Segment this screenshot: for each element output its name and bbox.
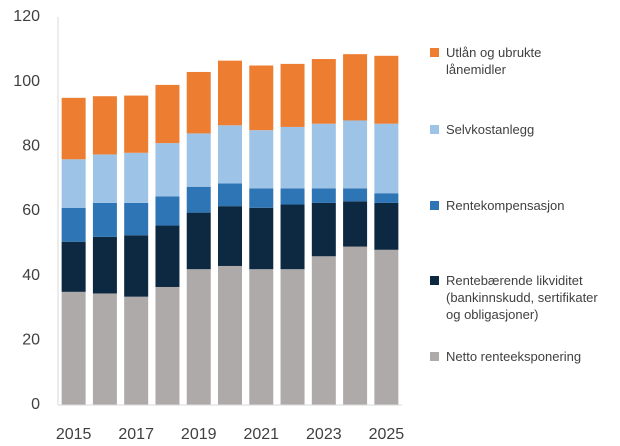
x-tick-label: 2015 [56, 426, 92, 443]
legend-item: Selvkostanlegg [430, 121, 610, 138]
y-tick-label: 80 [22, 138, 40, 155]
bar-segment [186, 71, 211, 134]
bar-segment [374, 249, 399, 405]
bar-segment [218, 183, 242, 207]
bar-segment [280, 126, 305, 189]
legend-label: Selvkostanlegg [446, 122, 535, 137]
bar-segment [280, 269, 305, 405]
bar-segment [280, 63, 305, 127]
bar-segment [124, 152, 149, 203]
bar-segment [186, 133, 211, 187]
legend-item: Rentekompensasjon [430, 197, 610, 214]
bar-segment [61, 241, 86, 292]
bar-segment [343, 188, 368, 202]
bar-segment [124, 235, 149, 297]
bar-segment [311, 59, 336, 124]
bar-segment [343, 120, 368, 189]
legend-swatch [430, 48, 439, 57]
legend-item: Netto renteeksponering [430, 348, 610, 365]
bar-segment [186, 186, 211, 213]
bar-segment [92, 154, 117, 203]
legend-item: Utlån og ubrukte lånemidler [430, 44, 610, 78]
bar-segment [92, 236, 117, 294]
bar-segment [155, 196, 180, 226]
bar-segment [249, 207, 274, 270]
y-tick-label: 60 [22, 202, 40, 219]
legend-label: Rentekompensasjon [446, 198, 565, 213]
bar-segment [343, 54, 368, 121]
bar-segment [218, 60, 242, 126]
y-tick-label: 40 [22, 267, 40, 284]
bar-segment [374, 193, 399, 203]
x-tick-label: 2017 [118, 426, 154, 443]
bar-segment [61, 159, 86, 208]
bar-segment [374, 55, 399, 124]
bar-segment [61, 291, 86, 405]
bar-segment [218, 265, 242, 405]
bar-segment [343, 246, 368, 405]
bar-segment [218, 125, 242, 184]
bar-segment [155, 286, 180, 405]
bar-segment [186, 269, 211, 405]
legend-item: Rentebærende likviditet (bankinnskudd, s… [430, 272, 610, 323]
bar-segment [124, 296, 149, 405]
legend-swatch [430, 201, 439, 210]
x-tick-label: 2019 [181, 426, 217, 443]
bar-segment [218, 206, 242, 266]
x-tick-label: 2023 [306, 426, 342, 443]
bar-segment [374, 123, 399, 194]
legend-label: Netto renteeksponering [446, 349, 582, 364]
bar-segment [249, 130, 274, 189]
bar-segment [155, 225, 180, 287]
bar-segment [280, 204, 305, 270]
x-tick-label: 2025 [369, 426, 405, 443]
bar-segment [280, 188, 305, 205]
bar-segment [249, 65, 274, 131]
x-tick-label: 2021 [243, 426, 279, 443]
bar-segment [311, 202, 336, 257]
legend-swatch [430, 125, 439, 134]
bar-segment [61, 207, 86, 242]
y-tick-label: 100 [13, 73, 40, 90]
legend-label: Rentebærende likviditet (bankinnskudd, s… [446, 273, 598, 322]
bar-segment [92, 96, 117, 155]
legend-swatch [430, 352, 439, 361]
bar-segment [249, 269, 274, 405]
bar-segment [92, 202, 117, 237]
bar-segment [311, 256, 336, 405]
y-tick-label: 20 [22, 332, 40, 349]
y-tick-label: 0 [31, 396, 40, 413]
y-tick-label: 120 [13, 8, 40, 25]
bar-segment [249, 188, 274, 208]
bar-segment [155, 84, 180, 144]
bar-segment [61, 97, 86, 160]
bar-segment [311, 123, 336, 189]
legend-swatch [430, 276, 439, 285]
legend-label: Utlån og ubrukte lånemidler [446, 45, 542, 77]
bar-segment [155, 143, 180, 197]
bar-segment [92, 293, 117, 405]
bar-segment [124, 95, 149, 153]
bar-segment [186, 212, 211, 270]
bar-segment [124, 202, 149, 236]
bar-segment [311, 188, 336, 203]
bar-segment [374, 202, 399, 250]
bar-segment [343, 201, 368, 247]
